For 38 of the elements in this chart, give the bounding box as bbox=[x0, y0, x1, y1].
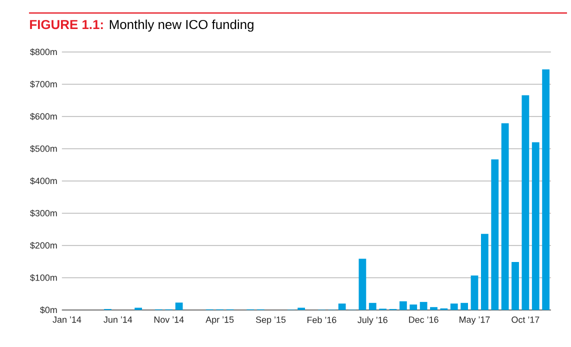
x-tick-label: Jun ’14 bbox=[104, 316, 132, 323]
y-tick-label: $400m bbox=[30, 177, 57, 185]
bar bbox=[368, 302, 376, 310]
y-tick-label: $0m bbox=[40, 306, 57, 314]
y-tick-label: $800m bbox=[30, 48, 57, 56]
bar bbox=[512, 262, 519, 310]
bar bbox=[491, 159, 499, 310]
x-tick-label: July ’16 bbox=[358, 316, 388, 325]
x-tick-label: Nov ’14 bbox=[154, 316, 184, 323]
bar bbox=[175, 302, 183, 310]
bar bbox=[338, 304, 346, 310]
x-tick-label: Apr ’15 bbox=[206, 316, 234, 325]
y-tick-label: $600m bbox=[30, 112, 57, 120]
bar bbox=[470, 275, 478, 310]
y-tick-label: $200m bbox=[30, 242, 57, 250]
bar bbox=[358, 258, 366, 310]
y-tick-label: $500m bbox=[30, 145, 57, 152]
x-tick-label: Oct ’17 bbox=[512, 316, 540, 323]
bar bbox=[532, 142, 540, 310]
x-tick-label: Sep ’15 bbox=[256, 316, 286, 325]
x-tick-label: Dec ’16 bbox=[409, 316, 438, 323]
bar bbox=[460, 302, 468, 310]
bar bbox=[501, 123, 509, 310]
y-tick-label: $300m bbox=[30, 210, 57, 217]
y-tick-label: $700m bbox=[30, 80, 57, 88]
chart-title: FIGURE 1.1: Monthly new ICO funding bbox=[30, 20, 254, 32]
bar bbox=[399, 301, 407, 310]
y-tick-label: $100m bbox=[30, 274, 57, 282]
bar bbox=[430, 307, 438, 310]
bar bbox=[450, 304, 458, 310]
bar bbox=[542, 69, 550, 310]
bar bbox=[420, 302, 428, 310]
bar bbox=[480, 234, 488, 310]
bar bbox=[410, 304, 418, 310]
x-tick-label: Feb ’16 bbox=[307, 316, 336, 324]
bar bbox=[522, 95, 530, 310]
x-tick-label: May ’17 bbox=[460, 316, 490, 325]
x-tick-label: Jan ’14 bbox=[52, 316, 82, 323]
